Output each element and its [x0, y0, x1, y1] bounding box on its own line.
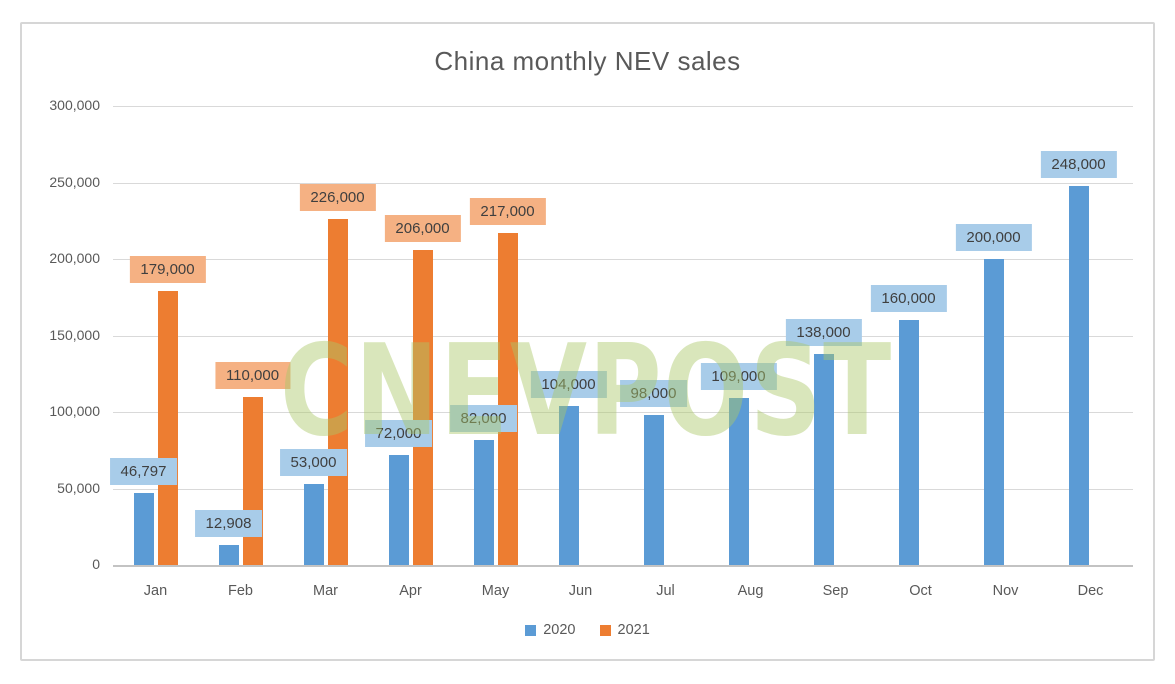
xtick-label-dec: Dec: [1077, 583, 1104, 599]
bar-label-2021-feb: 110,000: [214, 361, 291, 389]
legend: 2020 2021: [22, 622, 1153, 638]
gridline-0: [113, 565, 1133, 567]
legend-swatch-2021-icon: [599, 624, 611, 636]
bar-2020-aug: [728, 398, 749, 565]
xtick-label-jul: Jul: [656, 583, 675, 599]
bar-2021-feb: [242, 396, 263, 565]
xtick-label-aug: Aug: [737, 583, 764, 599]
legend-swatch-2020-icon: [525, 624, 537, 636]
bar-label-2020-sep: 138,000: [785, 318, 862, 346]
bar-2020-mar: [303, 483, 324, 565]
chart-title: China monthly NEV sales: [434, 46, 741, 76]
legend-label-2020: 2020: [543, 622, 576, 638]
gridline-300000: [113, 106, 1133, 107]
bar-label-2020-mar: 53,000: [279, 448, 348, 476]
xtick-label-feb: Feb: [228, 583, 253, 599]
xtick-label-jan: Jan: [143, 583, 168, 599]
bar-label-2020-apr: 72,000: [364, 419, 433, 447]
bar-label-2020-feb: 12,908: [194, 510, 263, 538]
xtick-label-apr: Apr: [399, 583, 422, 599]
bar-2021-mar: [327, 219, 348, 565]
bar-2021-jan: [157, 291, 178, 565]
bar-2021-apr: [412, 249, 433, 565]
bar-label-2020-jan: 46,797: [109, 458, 178, 486]
bar-label-2020-jul: 98,000: [619, 380, 688, 408]
gridline-100000: [113, 412, 1133, 413]
xtick-label-mar: Mar: [313, 583, 338, 599]
bar-2020-jan: [133, 493, 154, 565]
bar-2020-feb: [218, 545, 239, 565]
xtick-label-jun: Jun: [568, 583, 593, 599]
legend-item-2021: 2021: [599, 622, 650, 638]
bar-2020-oct: [898, 320, 919, 565]
xtick-label-nov: Nov: [992, 583, 1019, 599]
ytick-label-0: 0: [92, 556, 100, 572]
bar-label-2020-nov: 200,000: [955, 224, 1032, 251]
bar-label-2021-mar: 226,000: [299, 184, 376, 212]
xtick-label-may: May: [481, 583, 510, 599]
ytick-label-100000: 100,000: [49, 403, 100, 419]
xtick-label-oct: Oct: [909, 583, 932, 599]
bar-2021-may: [497, 232, 518, 565]
bar-2020-dec: [1068, 185, 1089, 565]
ytick-label-300000: 300,000: [49, 97, 100, 113]
bar-label-2020-dec: 248,000: [1040, 150, 1117, 178]
plot-area: 0 50,000 100,000 150,000 200,000 250,000 300,0…: [22, 24, 1153, 659]
ytick-label-200000: 200,000: [49, 250, 100, 266]
gridline-250000: [113, 182, 1133, 184]
legend-item-2020: 2020: [525, 622, 576, 638]
bar-label-2021-may: 217,000: [469, 197, 546, 225]
bar-2020-may: [473, 439, 494, 565]
bar-label-2020-aug: 109,000: [700, 363, 777, 391]
bar-2020-apr: [388, 454, 409, 565]
bar-label-2020-jun: 104,000: [530, 370, 607, 398]
xtick-label-sep: Sep: [822, 583, 849, 599]
legend-label-2021: 2021: [617, 622, 650, 638]
gridline-50000: [113, 488, 1133, 490]
ytick-label-150000: 150,000: [49, 326, 100, 343]
bar-2020-jul: [643, 415, 664, 565]
bar-label-2021-jan: 179,000: [129, 256, 206, 284]
bar-label-2021-apr: 206,000: [384, 214, 461, 242]
gridline-200000: [113, 259, 1133, 260]
chart-frame: China monthly NEV sales 0 50,000 100,000 15…: [20, 22, 1155, 661]
ytick-label-50000: 50,000: [57, 479, 100, 496]
bar-label-2020-oct: 160,000: [870, 285, 947, 313]
bar-2020-nov: [983, 259, 1004, 565]
bar-label-2020-may: 82,000: [449, 404, 518, 432]
ytick-label-250000: 250,000: [49, 173, 100, 190]
bar-2020-jun: [558, 405, 579, 565]
bar-2020-sep: [813, 353, 834, 565]
gridline-150000: [113, 335, 1133, 337]
